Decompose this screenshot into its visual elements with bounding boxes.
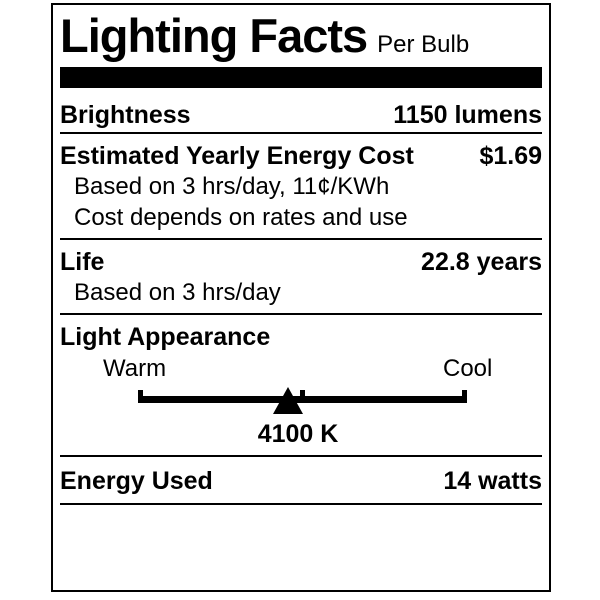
section-divider-4 — [60, 455, 542, 457]
energy-cost-value: $1.69 — [479, 142, 542, 170]
life-label: Life — [60, 248, 105, 276]
brightness-label: Brightness — [60, 101, 191, 129]
scale-end-labels: Warm Cool — [60, 354, 542, 384]
energy-cost-note-disclaimer: Cost depends on rates and use — [74, 204, 408, 231]
life-value: 22.8 years — [421, 248, 542, 276]
color-temperature-scale: Warm Cool 4100 K — [60, 354, 542, 447]
warm-label: Warm — [103, 355, 167, 382]
section-divider-2 — [60, 238, 542, 240]
section-divider-1 — [60, 132, 542, 134]
life-note-basis: Based on 3 hrs/day — [74, 279, 281, 306]
scale-left-end-cap — [138, 390, 143, 403]
cool-label: Cool — [443, 355, 493, 382]
lighting-facts-label: Lighting Facts Per Bulb Brightness 1150 … — [51, 3, 551, 592]
label-title: Lighting Facts — [60, 9, 368, 62]
header-divider-bar — [60, 67, 542, 88]
energy-used-label: Energy Used — [60, 467, 213, 495]
scale-right-end-cap — [462, 390, 467, 403]
energy-used-value: 14 watts — [443, 467, 542, 495]
section-divider-5 — [60, 503, 542, 505]
energy-used-row: Energy Used 14 watts — [60, 457, 542, 503]
label-header: Lighting Facts Per Bulb — [60, 5, 542, 67]
life-row: Life 22.8 years — [60, 240, 542, 277]
brightness-value: 1150 lumens — [393, 101, 542, 129]
light-appearance-label: Light Appearance — [60, 323, 271, 351]
energy-cost-row: Estimated Yearly Energy Cost $1.69 — [60, 134, 542, 171]
kelvin-value: 4100 K — [257, 420, 339, 448]
scale-track — [60, 387, 542, 417]
energy-cost-label: Estimated Yearly Energy Cost — [60, 142, 414, 170]
color-temperature-marker-triangle — [273, 387, 303, 414]
brightness-row: Brightness 1150 lumens — [60, 88, 542, 132]
energy-cost-note-basis: Based on 3 hrs/day, 11¢/KWh — [74, 173, 390, 200]
light-appearance-row: Light Appearance — [60, 315, 542, 352]
label-subtitle: Per Bulb — [377, 31, 470, 58]
section-divider-3 — [60, 313, 542, 315]
